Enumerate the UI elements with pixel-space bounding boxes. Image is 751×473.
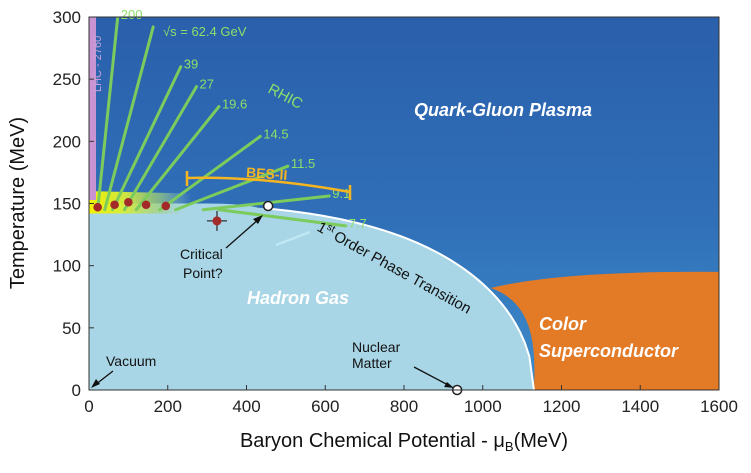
y-axis-title: Temperature (MeV) — [7, 117, 29, 289]
x-tick-label-3: 600 — [311, 397, 339, 416]
beam-line-5 — [158, 134, 262, 212]
x-tick-label-2: 400 — [232, 397, 260, 416]
vacuum-label: Vacuum — [106, 353, 156, 369]
nuclear-label-1: Nuclear — [352, 339, 401, 355]
x-axis-title: Baryon Chemical Potential - μB(MeV) — [240, 430, 568, 454]
y-axis-ticks: 0 50 100 150 200 250 300 — [53, 8, 94, 400]
y-tick-label-1: 50 — [62, 319, 81, 338]
color-sc-label-2: Superconductor — [539, 341, 679, 361]
x-tick-label-4: 800 — [390, 397, 418, 416]
nuclear-label-2: Matter — [352, 355, 392, 371]
y-tick-label-6: 300 — [53, 8, 81, 27]
x-tick-label-5: 1000 — [464, 397, 502, 416]
x-tick-label-7: 1400 — [621, 397, 659, 416]
energy-62-label: √s = 62.4 GeV — [163, 24, 247, 39]
beam-line-2 — [111, 65, 183, 212]
y-tick-label-2: 100 — [53, 257, 81, 276]
bes-ii-bracket — [185, 171, 352, 200]
x-tick-label-8: 1600 — [700, 397, 738, 416]
beam-energy-lines — [96, 17, 348, 228]
nuclear-arrow — [413, 366, 454, 388]
x-tick-label-1: 200 — [154, 397, 182, 416]
bes-ii-label: BES-II — [246, 164, 288, 183]
y-tick-label-4: 200 — [53, 132, 81, 151]
freezeout-point-2 — [124, 197, 133, 207]
y-tick-label-5: 250 — [53, 70, 81, 89]
qgp-label: Quark-Gluon Plasma — [414, 100, 592, 120]
critical-label-1: Critical — [180, 246, 223, 262]
freezeout-point-0 — [93, 202, 102, 212]
color-sc-label-1: Color — [539, 314, 587, 334]
x-tick-label-6: 1200 — [543, 397, 581, 416]
freezeout-point-3 — [141, 200, 151, 210]
beam-line-8 — [217, 208, 348, 228]
critical-point-estimate — [206, 210, 227, 231]
vacuum-arrow — [91, 370, 114, 388]
first-order-transition-line — [267, 205, 535, 390]
x-axis-ticks: 0 200 400 600 800 1000 1200 1400 1600 — [84, 385, 738, 416]
freezeout-point-4 — [161, 201, 171, 211]
y-tick-label-0: 0 — [72, 381, 81, 400]
hadron-gas-label: Hadron Gas — [247, 288, 349, 308]
hadron-gas-region — [89, 203, 534, 390]
beam-line-0 — [96, 17, 120, 212]
color-superconductor-region — [490, 271, 719, 390]
freezeout-point-1 — [110, 200, 119, 210]
beam-label-0: 200 — [121, 7, 143, 22]
beam-label-8: 7.7 — [349, 216, 367, 231]
freezeout-points — [93, 197, 171, 212]
beam-line-6 — [174, 164, 290, 212]
beam-line-3 — [122, 85, 198, 212]
cp-est-point — [212, 216, 222, 226]
x-tick-label-0: 0 — [84, 397, 93, 416]
lhc-band — [89, 17, 96, 200]
beam-label-5: 14.5 — [263, 126, 288, 141]
transition-marker-dash — [275, 230, 311, 247]
beam-label-3: 27 — [199, 77, 213, 92]
beam-line-1 — [103, 25, 155, 212]
critical-point-marker — [262, 200, 274, 212]
critical-arrow — [225, 215, 263, 249]
beam-label-2: 39 — [184, 57, 198, 72]
critical-label-2: Point? — [183, 265, 223, 281]
beam-label-4: 19.6 — [222, 97, 247, 112]
y-tick-label-3: 150 — [53, 195, 81, 214]
beam-label-6: 11.5 — [291, 156, 315, 171]
lhc-label: LHC - 2760 — [92, 36, 104, 92]
beam-line-4 — [134, 105, 221, 212]
